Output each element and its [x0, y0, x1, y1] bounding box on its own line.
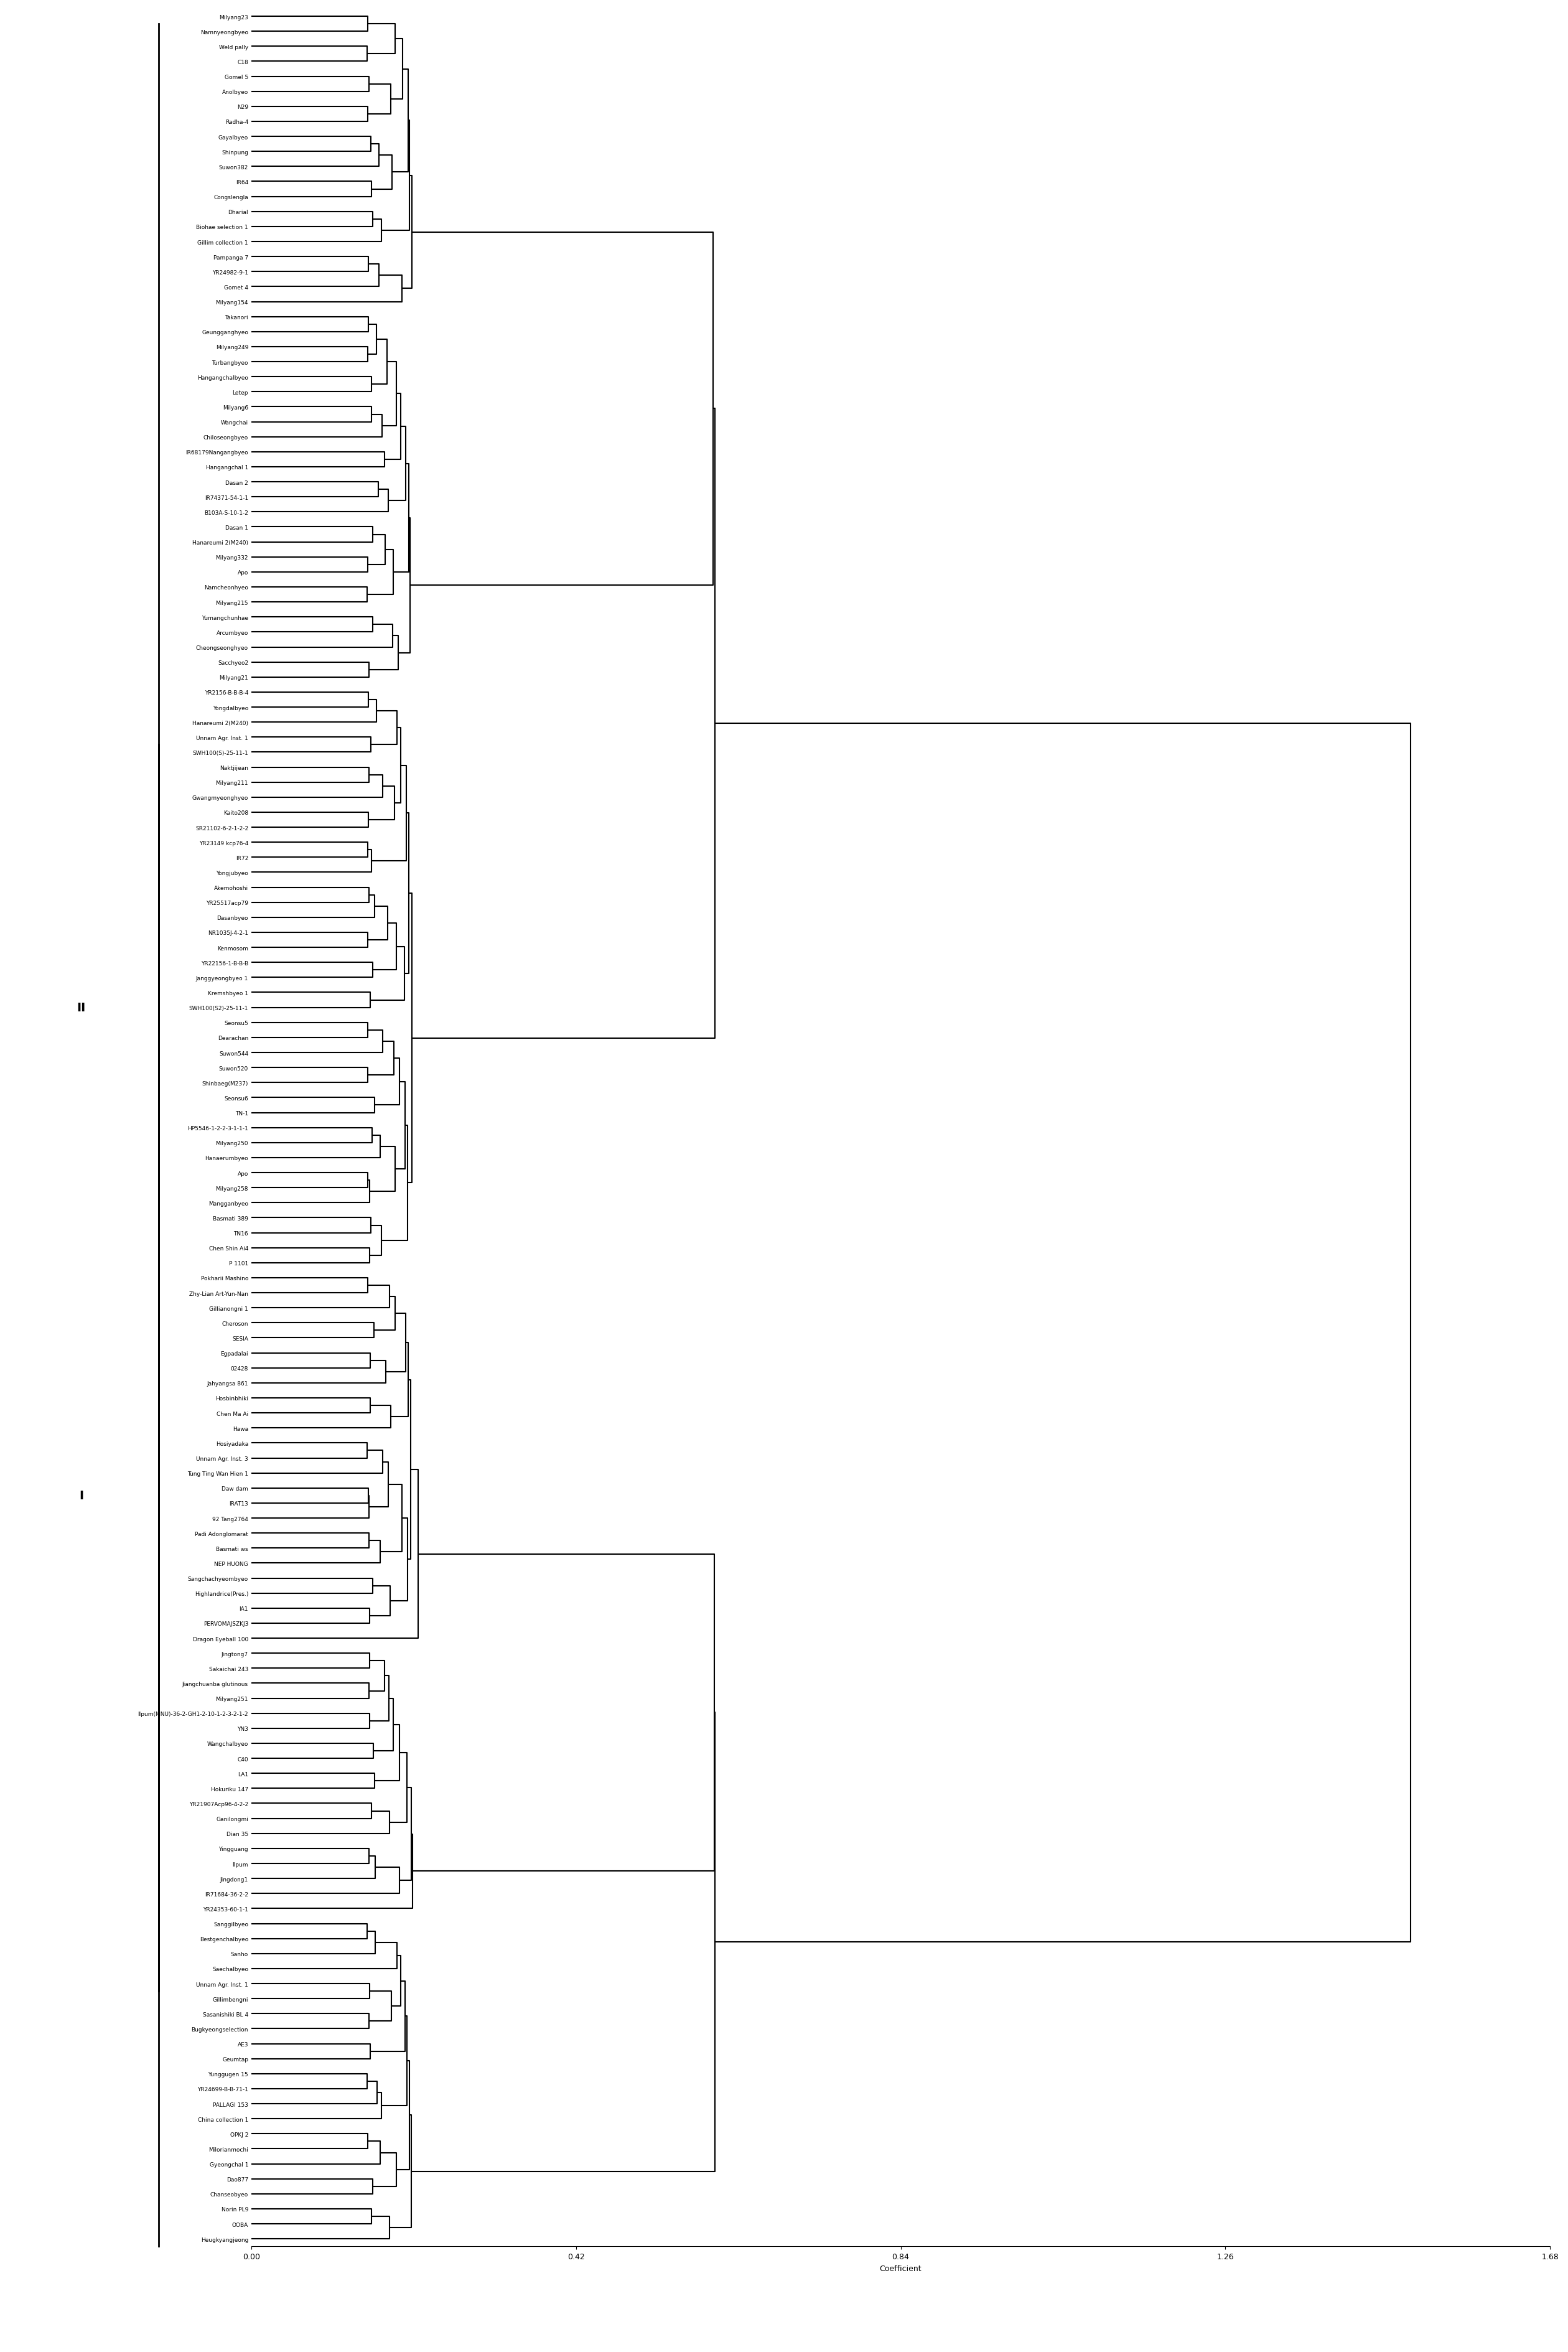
Text: I: I	[78, 1489, 83, 1501]
X-axis label: Coefficient: Coefficient	[880, 2265, 922, 2272]
Text: II: II	[77, 1002, 86, 1014]
